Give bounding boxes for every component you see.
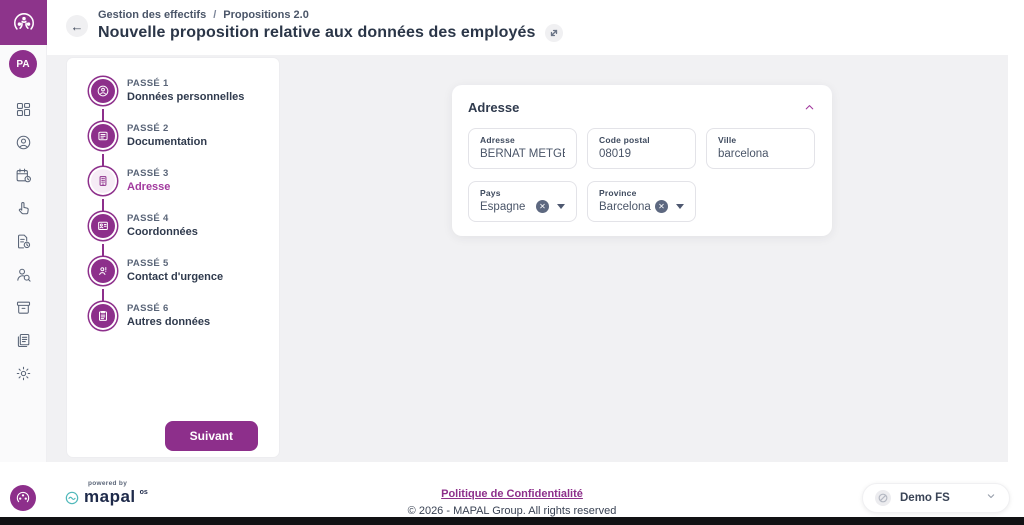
contact-card-icon: [98, 221, 108, 230]
next-button[interactable]: Suivant: [164, 421, 258, 451]
user-avatar[interactable]: PA: [9, 50, 37, 78]
footer-app-logo[interactable]: [10, 485, 36, 511]
step-4-label: Coordonnées: [127, 226, 198, 238]
step-5-eyebrow: PASSÉ 5: [127, 258, 169, 269]
dashboard-icon[interactable]: [15, 101, 32, 118]
profile-icon[interactable]: [15, 134, 32, 151]
step-3-label: Adresse: [127, 181, 171, 193]
address-field[interactable]: Adresse BERNAT METGE: [468, 128, 577, 169]
privacy-policy-link[interactable]: Politique de Confidentialité: [441, 488, 583, 500]
country-select-value[interactable]: Espagne: [480, 200, 526, 213]
powered-by-mapal[interactable]: powered by mapal os: [64, 480, 148, 506]
country-clear-icon[interactable]: ✕: [536, 200, 549, 213]
chevron-up-icon: [805, 105, 814, 110]
step-coordonnees[interactable]: PASSÉ 4 Coordonnées: [91, 213, 279, 258]
mapal-os-wave-icon: [65, 491, 79, 505]
app-logo[interactable]: [0, 0, 47, 45]
clipboard-icon: [99, 310, 107, 321]
step-2-circle[interactable]: [91, 124, 115, 148]
footer: powered by mapal os Politique de Confide…: [0, 462, 1024, 517]
step-6-label: Autres données: [127, 316, 211, 328]
step-6-circle[interactable]: [91, 304, 115, 328]
breadcrumb: Gestion des effectifs / Propositions 2.0: [98, 9, 309, 21]
step-2-eyebrow: PASSÉ 2: [127, 123, 169, 134]
step-5-label: Contact d'urgence: [127, 271, 224, 283]
resize-button[interactable]: [544, 24, 563, 42]
country-select[interactable]: Pays Espagne ✕: [468, 181, 577, 222]
collapse-section-button[interactable]: [803, 101, 816, 114]
step-documentation[interactable]: PASSÉ 2 Documentation: [91, 123, 279, 168]
document-history-icon[interactable]: [15, 233, 32, 250]
main-content: PASSÉ 1 Données personnelles PASSÉ 2 Doc…: [47, 55, 1008, 462]
document-card-icon: [98, 131, 108, 141]
page-title: Nouvelle proposition relative aux donnée…: [98, 24, 536, 41]
sidebar-nav: PA: [0, 45, 47, 462]
postal-code-field-label: Code postal: [599, 135, 650, 145]
step-adresse[interactable]: PASSÉ 3 Adresse: [91, 168, 279, 213]
settings-gear-icon[interactable]: [15, 365, 32, 382]
step-4-circle[interactable]: [91, 214, 115, 238]
step-5-circle[interactable]: [91, 259, 115, 283]
city-field-label: Ville: [718, 135, 737, 145]
step-4-eyebrow: PASSÉ 4: [127, 213, 169, 224]
step-1-circle[interactable]: [91, 79, 115, 103]
documents-icon[interactable]: [15, 332, 32, 349]
country-select-label: Pays: [480, 188, 501, 198]
address-field-label: Adresse: [480, 135, 515, 145]
postal-code-field-value[interactable]: 08019: [599, 148, 631, 160]
powered-by-label: powered by: [88, 480, 128, 487]
city-field[interactable]: Ville barcelona: [706, 128, 815, 169]
postal-code-field[interactable]: Code postal 08019: [587, 128, 696, 169]
country-caret-icon[interactable]: [557, 204, 565, 209]
copyright-text: © 2026 - MAPAL Group. All rights reserve…: [407, 505, 617, 517]
mapal-workforce-logo-icon: [16, 491, 30, 503]
touch-actions-icon[interactable]: [15, 200, 32, 217]
province-select-value[interactable]: Barcelona: [599, 200, 651, 213]
mapal-workforce-logo-icon: [13, 12, 34, 30]
province-select-label: Province: [599, 188, 637, 198]
step-6-eyebrow: PASSÉ 6: [127, 303, 169, 314]
breadcrumb-separator: /: [213, 9, 217, 21]
tenant-chevron-down-icon: [985, 489, 997, 507]
mapal-os-suffix: os: [139, 489, 148, 496]
person-circle-icon: [97, 85, 109, 97]
address-section-title: Adresse: [468, 100, 520, 115]
tenant-selector-value: Demo FS: [900, 492, 950, 504]
address-field-value[interactable]: BERNAT METGE: [480, 148, 565, 160]
province-clear-icon[interactable]: ✕: [655, 200, 668, 213]
people-search-icon[interactable]: [15, 266, 32, 283]
step-3-eyebrow: PASSÉ 3: [127, 168, 169, 179]
step-1-eyebrow: PASSÉ 1: [127, 78, 169, 89]
address-section-card: Adresse Adresse BERNAT METGE Code postal…: [452, 85, 832, 236]
diagonal-resize-icon: [550, 29, 557, 37]
stepper-panel: PASSÉ 1 Données personnelles PASSÉ 2 Doc…: [66, 57, 280, 458]
archive-box-icon[interactable]: [15, 299, 32, 316]
step-1-label: Données personnelles: [127, 91, 245, 103]
city-field-value[interactable]: barcelona: [718, 148, 769, 160]
tenant-selector[interactable]: Demo FS: [862, 483, 1010, 513]
province-select[interactable]: Province Barcelona ✕: [587, 181, 696, 222]
window-bottom-edge: [0, 517, 1024, 525]
step-autres-donnees[interactable]: PASSÉ 6 Autres données: [91, 303, 279, 348]
breadcrumb-gestion-des-effectifs[interactable]: Gestion des effectifs: [98, 9, 207, 21]
step-2-label: Documentation: [127, 136, 208, 148]
step-donnees-personnelles[interactable]: PASSÉ 1 Données personnelles: [91, 78, 279, 123]
building-icon: [99, 176, 107, 186]
step-contact-urgence[interactable]: PASSÉ 5 Contact d'urgence: [91, 258, 279, 303]
breadcrumb-propositions[interactable]: Propositions 2.0: [223, 9, 309, 21]
tenant-logo-placeholder-icon: [875, 490, 891, 506]
calendar-schedule-icon[interactable]: [15, 167, 32, 184]
emergency-person-icon: [99, 267, 107, 275]
province-caret-icon[interactable]: [676, 204, 684, 209]
mapal-wordmark: mapal: [84, 487, 136, 506]
back-button[interactable]: ←: [66, 15, 88, 37]
step-3-circle[interactable]: [91, 169, 115, 193]
page-header: ← Gestion des effectifs / Propositions 2…: [47, 0, 1024, 55]
